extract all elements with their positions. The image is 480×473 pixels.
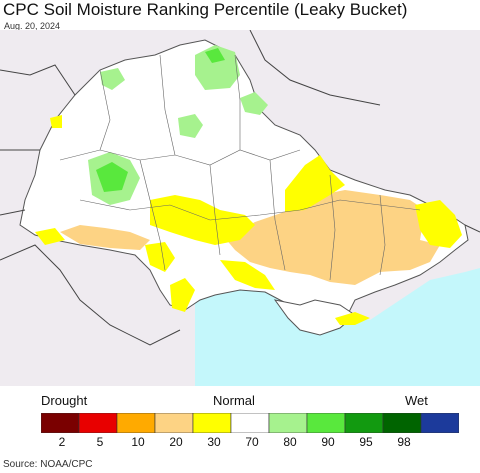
legend-tick-label: 95 [359, 435, 373, 449]
country-borders [0, 30, 480, 346]
yellow-region-crimea [335, 312, 370, 325]
legend-tick-label: 20 [169, 435, 183, 449]
legend-swatch [41, 413, 80, 433]
legend-swatch [344, 413, 384, 433]
moist-region-northwest [100, 68, 125, 90]
yellow-region-southwest [145, 242, 175, 272]
yellow-region-east [285, 155, 345, 212]
legend-tick-label: 2 [58, 435, 66, 449]
moist-region-center [178, 114, 203, 138]
yellow-region-south [220, 260, 275, 290]
very-moist-region-west [96, 162, 128, 192]
legend-tick-label: 30 [207, 435, 221, 449]
legend-swatch [154, 413, 194, 433]
legend-tick-label: 70 [245, 435, 259, 449]
legend-swatch [420, 413, 459, 433]
legend-swatch [306, 413, 346, 433]
dry-region-west [60, 225, 150, 250]
yellow-region-odesa [170, 278, 195, 312]
soil-moisture-map [0, 30, 480, 386]
very-moist-region-north [205, 48, 225, 63]
legend-swatch [382, 413, 422, 433]
moist-region-northeast [240, 92, 268, 115]
legend-swatch [230, 413, 270, 433]
yellow-region-far-east [415, 200, 462, 248]
legend-label-wet: Wet [405, 393, 428, 408]
map-date: Aug. 20, 2024 [4, 21, 61, 31]
legend-label-drought: Drought [41, 393, 88, 408]
moist-region-north [195, 45, 240, 90]
legend-swatch [192, 413, 232, 433]
legend-tick-label: 80 [283, 435, 297, 449]
source-credit: Source: NOAA/CPC [3, 459, 93, 470]
legend-tick-label: 98 [397, 435, 411, 449]
legend-swatch [116, 413, 156, 433]
map-title: CPC Soil Moisture Ranking Percentile (Le… [3, 0, 408, 19]
yellow-region-west [35, 228, 65, 245]
region-borders [59, 54, 421, 281]
legend-swatch [268, 413, 308, 433]
yellow-region-northwest [50, 115, 62, 128]
legend-swatch [78, 413, 118, 433]
legend-color-bar [41, 413, 459, 433]
legend-label-normal: Normal [213, 393, 255, 408]
legend-tick-label: 5 [96, 435, 104, 449]
dry-region [225, 190, 440, 285]
legend-tick-label: 10 [131, 435, 145, 449]
legend-tick-label: 90 [321, 435, 335, 449]
